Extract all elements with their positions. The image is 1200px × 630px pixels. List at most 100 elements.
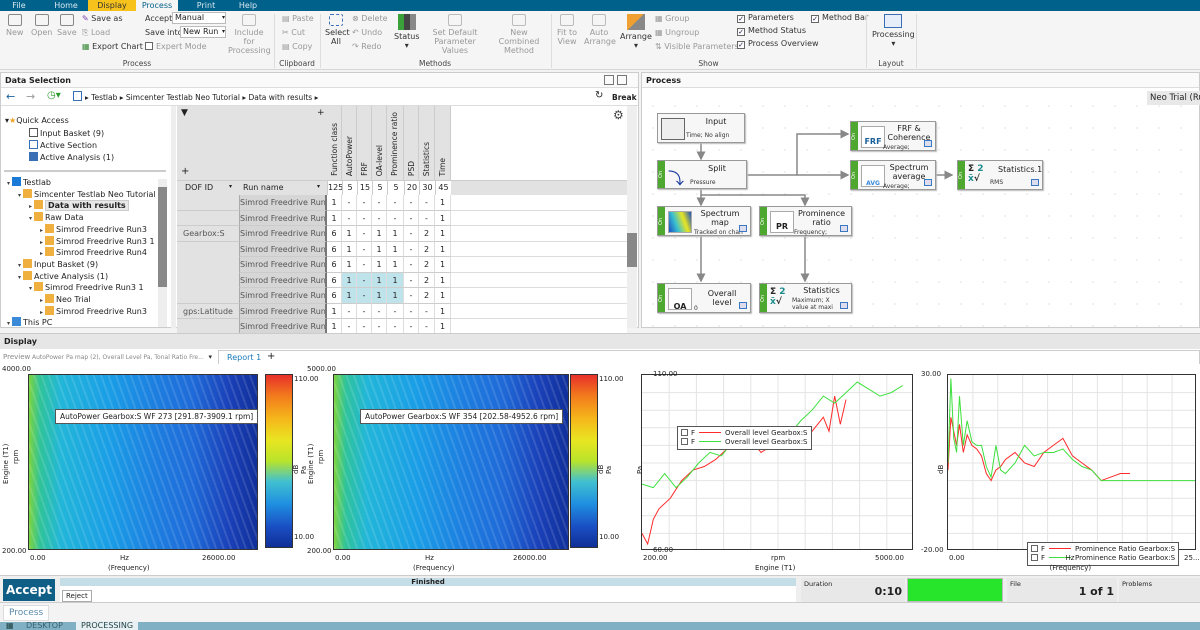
legend-entry[interactable]: F Prominence Ratio Gearbox:S bbox=[1031, 554, 1175, 563]
value-cell[interactable]: - bbox=[357, 257, 372, 273]
method-overall-level[interactable]: On OA Overall level 0 bbox=[657, 283, 751, 313]
parameters-checkbox[interactable]: ✓ Parameters bbox=[737, 13, 794, 23]
process-bottom-tab[interactable]: Process bbox=[3, 605, 49, 621]
value-cell[interactable]: - bbox=[419, 210, 435, 226]
grid-scrollbar[interactable] bbox=[627, 106, 637, 328]
expand-icon[interactable]: ▸ bbox=[40, 226, 44, 234]
value-cell[interactable]: - bbox=[357, 195, 372, 211]
expert-mode-checkbox[interactable]: Expert Mode bbox=[145, 42, 207, 51]
value-cell[interactable]: - bbox=[404, 226, 419, 242]
table-row[interactable]: Simrod Freedrive Run4 1- - - - - -1 bbox=[177, 195, 627, 211]
include-for-processing-button[interactable]: Include for Processing bbox=[228, 14, 271, 55]
method-status-checkbox[interactable]: ✓ Method Status bbox=[737, 26, 806, 36]
save-into-select[interactable]: New Run ▾ bbox=[180, 26, 226, 38]
splitter[interactable] bbox=[171, 106, 176, 328]
value-cell[interactable]: 1 bbox=[372, 226, 387, 242]
tab-help[interactable]: Help bbox=[238, 1, 258, 10]
quick-access-item[interactable]: Active Section bbox=[29, 140, 97, 150]
expand-icon[interactable]: ▸ bbox=[40, 297, 44, 304]
maximize-icon[interactable] bbox=[617, 75, 627, 85]
legend[interactable]: F Overall level Gearbox:S F Overall level G… bbox=[677, 426, 812, 450]
tree-item[interactable]: ▸ Data with results bbox=[29, 200, 129, 212]
cut-button[interactable]: ✂ Cut bbox=[282, 28, 305, 37]
table-row[interactable]: Simrod Freedrive Run2 6 1-1 1-2 1 bbox=[177, 241, 627, 257]
value-cell[interactable]: 1 bbox=[327, 195, 342, 211]
save-icon[interactable] bbox=[1031, 179, 1039, 186]
column-header[interactable]: Statistics bbox=[419, 106, 435, 180]
expand-icon[interactable]: ▾ bbox=[7, 320, 11, 328]
add-row-icon[interactable]: + bbox=[181, 166, 190, 177]
history-icon[interactable]: ◷▾ bbox=[47, 90, 61, 101]
tree-item[interactable]: ▾ Input Basket (9) bbox=[18, 258, 98, 269]
save-icon[interactable] bbox=[924, 179, 932, 186]
save-icon[interactable] bbox=[924, 140, 932, 147]
run-name-cell[interactable]: Simrod Freedrive Run5 bbox=[239, 288, 327, 304]
dock-icon[interactable] bbox=[604, 75, 614, 85]
value-cell[interactable]: - bbox=[404, 257, 419, 273]
table-row[interactable]: Gearbox:S Simrod Freedrive Run1 6 1-1 1-2 1 bbox=[177, 226, 627, 242]
tree-item[interactable]: ▸ Simrod Freedrive Run3 bbox=[40, 223, 147, 234]
accept-mode-select[interactable]: Manual ▾ bbox=[172, 12, 226, 24]
value-cell[interactable]: 1 bbox=[435, 195, 451, 211]
method-split[interactable]: On ⤵ Split Pressure bbox=[657, 160, 747, 189]
spectrogram-plot[interactable] bbox=[28, 374, 258, 550]
accept-button[interactable]: Accept bbox=[3, 579, 55, 601]
filter-icon[interactable]: ▼ bbox=[181, 108, 188, 118]
expand-icon[interactable]: ▸ bbox=[40, 250, 44, 258]
tab-display[interactable]: Display bbox=[88, 0, 136, 11]
tab-print[interactable]: Print bbox=[196, 1, 216, 10]
value-cell[interactable]: 1 bbox=[327, 210, 342, 226]
save-as-button[interactable]: ✎ Save as bbox=[82, 14, 123, 23]
run-name-header[interactable]: Run name bbox=[243, 183, 284, 192]
expand-icon[interactable]: ▾ bbox=[18, 261, 22, 269]
value-cell[interactable]: 6 bbox=[327, 241, 342, 257]
value-cell[interactable]: 2 bbox=[419, 272, 435, 288]
value-cell[interactable]: 6 bbox=[327, 272, 342, 288]
breadcrumb-item[interactable]: Testlab bbox=[91, 93, 118, 102]
value-cell[interactable]: 1 bbox=[372, 272, 387, 288]
run-name-cell[interactable]: Simrod Freedrive Run3 bbox=[239, 257, 327, 273]
scrollbar-thumb[interactable] bbox=[627, 233, 637, 267]
value-cell[interactable]: - bbox=[404, 303, 419, 319]
tab-report-1[interactable]: Report 1 bbox=[227, 353, 262, 362]
value-cell[interactable]: 2 bbox=[419, 241, 435, 257]
on-toggle[interactable]: On bbox=[958, 161, 965, 189]
run-name-cell[interactable]: Simrod Freedrive Run1 bbox=[239, 226, 327, 242]
method-prominence-ratio[interactable]: On PR Prominence ratio Frequency; bbox=[759, 206, 852, 236]
value-cell[interactable]: - bbox=[387, 303, 404, 319]
method-statistics[interactable]: On Σ 2 x̄√ Statistics Maximum; X value at… bbox=[759, 283, 852, 313]
add-column-icon[interactable]: + bbox=[317, 108, 325, 118]
value-cell[interactable]: 1 bbox=[372, 241, 387, 257]
on-toggle[interactable]: On bbox=[658, 161, 665, 188]
undo-button[interactable]: ↶ Undo bbox=[352, 28, 382, 37]
tree-scrollbar[interactable] bbox=[158, 179, 167, 327]
refresh-icon[interactable]: ↻ bbox=[595, 90, 604, 101]
value-cell[interactable]: - bbox=[342, 210, 357, 226]
on-toggle[interactable]: On bbox=[658, 284, 665, 312]
group-button[interactable]: ▦ Group bbox=[655, 14, 689, 23]
paste-button[interactable]: ▤ Paste bbox=[282, 14, 314, 23]
visible-parameters-button[interactable]: ⇅ Visible Parameters bbox=[655, 42, 739, 51]
tree-item[interactable]: ▸ Simrod Freedrive Run3 bbox=[40, 305, 147, 316]
value-cell[interactable]: 2 bbox=[419, 226, 435, 242]
value-cell[interactable]: 1 bbox=[435, 272, 451, 288]
value-cell[interactable]: 6 bbox=[327, 257, 342, 273]
legend-entry[interactable]: F Prominence Ratio Gearbox:S bbox=[1031, 545, 1175, 554]
value-cell[interactable]: - bbox=[357, 303, 372, 319]
tab-desktop[interactable]: DESKTOP bbox=[26, 621, 63, 630]
method-bar-checkbox[interactable]: ✓ Method Bar bbox=[811, 13, 868, 23]
processing-layout-button[interactable]: Processing ▾ bbox=[872, 14, 915, 48]
expand-icon[interactable]: ▸ bbox=[40, 238, 44, 246]
scrollbar-thumb[interactable] bbox=[158, 187, 167, 287]
value-cell[interactable]: - bbox=[404, 210, 419, 226]
tree-item[interactable]: ▾ This PC bbox=[7, 317, 52, 327]
value-cell[interactable]: 1 bbox=[435, 210, 451, 226]
value-cell[interactable]: 1 bbox=[435, 226, 451, 242]
spectrogram-plot[interactable] bbox=[333, 374, 569, 550]
value-cell[interactable]: 1 bbox=[342, 226, 357, 242]
save-icon[interactable] bbox=[739, 302, 747, 309]
grid-icon[interactable]: ▦ bbox=[6, 621, 14, 630]
value-cell[interactable]: 1 bbox=[387, 226, 404, 242]
process-overview-checkbox[interactable]: ✓ Process Overview bbox=[737, 39, 819, 49]
value-cell[interactable]: - bbox=[357, 210, 372, 226]
